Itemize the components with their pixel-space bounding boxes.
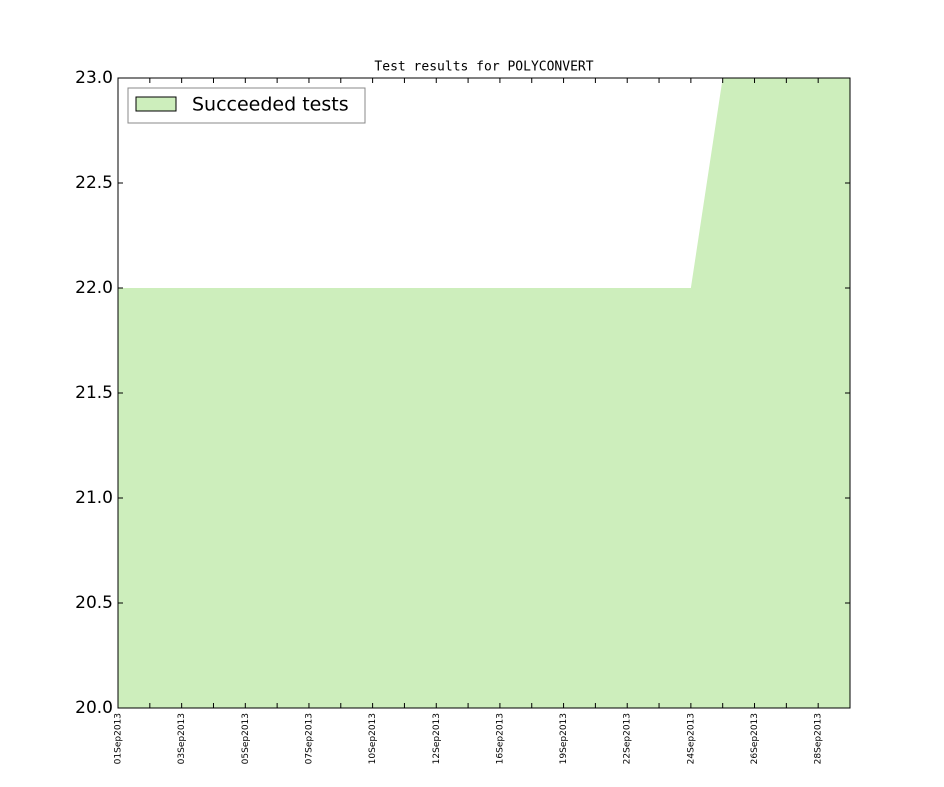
x-tick-label: 12Sep2013: [432, 713, 442, 764]
x-tick-label: 22Sep2013: [623, 713, 633, 764]
area: [118, 78, 850, 708]
legend: Succeeded tests: [127, 87, 366, 124]
y-tick-label: 21.5: [75, 383, 113, 403]
axes: 20.0 20.5 21.0 21.5 22.0 22.5 23.0 01Sep2013 03S…: [75, 68, 851, 764]
y-tick-label: 23.0: [75, 68, 113, 88]
x-tick-label: 26Sep2013: [750, 713, 760, 764]
x-tick-label: 28Sep2013: [814, 713, 824, 764]
y-tick-label: 20.5: [75, 593, 113, 613]
y-tick-label: 22.0: [75, 278, 113, 298]
x-tick-label: 10Sep2013: [368, 713, 378, 764]
x-tick-label: 01Sep2013: [114, 713, 124, 764]
x-tick-label: 03Sep2013: [177, 713, 187, 764]
legend-label: Succeeded tests: [192, 94, 349, 116]
y-tick-label: 21.0: [75, 488, 113, 508]
x-tick-label: 24Sep2013: [686, 713, 696, 764]
y-tick-label: 20.0: [75, 698, 113, 718]
chart-title: Test results for POLYCONVERT: [374, 60, 593, 75]
x-tick-label: 16Sep2013: [495, 713, 505, 764]
legend-swatch: [135, 96, 177, 112]
plot-area: [118, 78, 850, 708]
x-tick-label: 19Sep2013: [559, 713, 569, 764]
x-tick-label: 05Sep2013: [241, 713, 251, 764]
y-tick-label: 22.5: [75, 173, 113, 193]
x-tick-label: 07Sep2013: [304, 713, 314, 764]
plot-frame: [117, 77, 851, 709]
